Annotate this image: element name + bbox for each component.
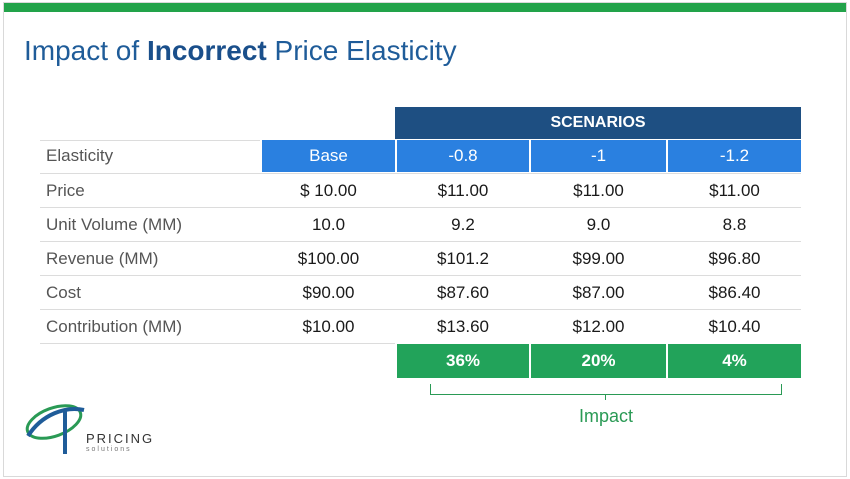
scenarios-header: SCENARIOS — [395, 107, 801, 139]
table-cell: $ 10.00 — [300, 181, 357, 200]
table-cell: 10.0 — [311, 215, 346, 234]
table-cell: $87.00 — [572, 283, 625, 302]
table-cell: $12.00 — [572, 317, 625, 336]
table-divider — [40, 140, 260, 141]
logo-text-pricing: PRICING — [86, 431, 155, 446]
title-prefix: Impact of — [24, 35, 147, 66]
table-divider — [40, 275, 801, 276]
title-suffix: Price Elasticity — [266, 35, 457, 66]
table-cell: $101.2 — [437, 249, 489, 268]
logo-bar — [63, 410, 67, 454]
table-cell: $10.00 — [302, 317, 355, 336]
table-cell: 8.8 — [722, 215, 747, 234]
slide — [3, 2, 847, 477]
column-header-scenario-2: -1 — [531, 140, 666, 172]
table-cell: $96.80 — [708, 249, 761, 268]
impact-label: Impact — [578, 406, 634, 426]
impact-value-scenario-3: 4% — [668, 344, 801, 378]
table-divider — [40, 173, 801, 174]
table-cell: 9.0 — [586, 215, 611, 234]
table-divider — [40, 207, 801, 208]
table-divider — [40, 309, 801, 310]
table-divider — [40, 241, 801, 242]
table-cell: $11.00 — [709, 181, 760, 200]
row-label-elasticity: Elasticity — [46, 146, 114, 165]
column-header-scenario-1: -0.8 — [397, 140, 529, 172]
table-cell: $100.00 — [297, 249, 360, 268]
page-title: Impact of Incorrect Price Elasticity — [24, 35, 457, 67]
row-label: Revenue (MM) — [46, 249, 159, 268]
table-cell: $86.40 — [708, 283, 761, 302]
table-cell: $11.00 — [437, 181, 489, 200]
row-label: Contribution (MM) — [46, 317, 183, 336]
column-header-scenario-3: -1.2 — [668, 140, 801, 172]
impact-bracket — [430, 384, 782, 395]
table-cell: $99.00 — [572, 249, 625, 268]
logo-blue-swoosh — [26, 407, 85, 438]
impact-value-scenario-1: 36% — [397, 344, 529, 378]
table-cell: $11.00 — [573, 181, 624, 200]
impact-value-scenario-2: 20% — [531, 344, 666, 378]
logo-text-solutions: solutions — [86, 446, 132, 453]
title-bold: Incorrect — [146, 35, 267, 66]
row-label: Cost — [46, 283, 81, 302]
logo-green-swoosh — [25, 404, 83, 440]
table-cell: $10.40 — [708, 317, 761, 336]
row-label: Price — [46, 181, 85, 200]
top-accent-bar — [4, 3, 846, 12]
table-cell: $13.60 — [437, 317, 489, 336]
table-cell: $87.60 — [437, 283, 489, 302]
impact-bracket-tick — [605, 394, 606, 400]
row-label: Unit Volume (MM) — [46, 215, 183, 234]
column-header-base: Base — [262, 140, 395, 172]
table-divider — [40, 343, 395, 344]
pricing-solutions-logo — [25, 404, 85, 454]
table-cell: 9.2 — [451, 215, 475, 234]
table-cell: $90.00 — [302, 283, 355, 302]
